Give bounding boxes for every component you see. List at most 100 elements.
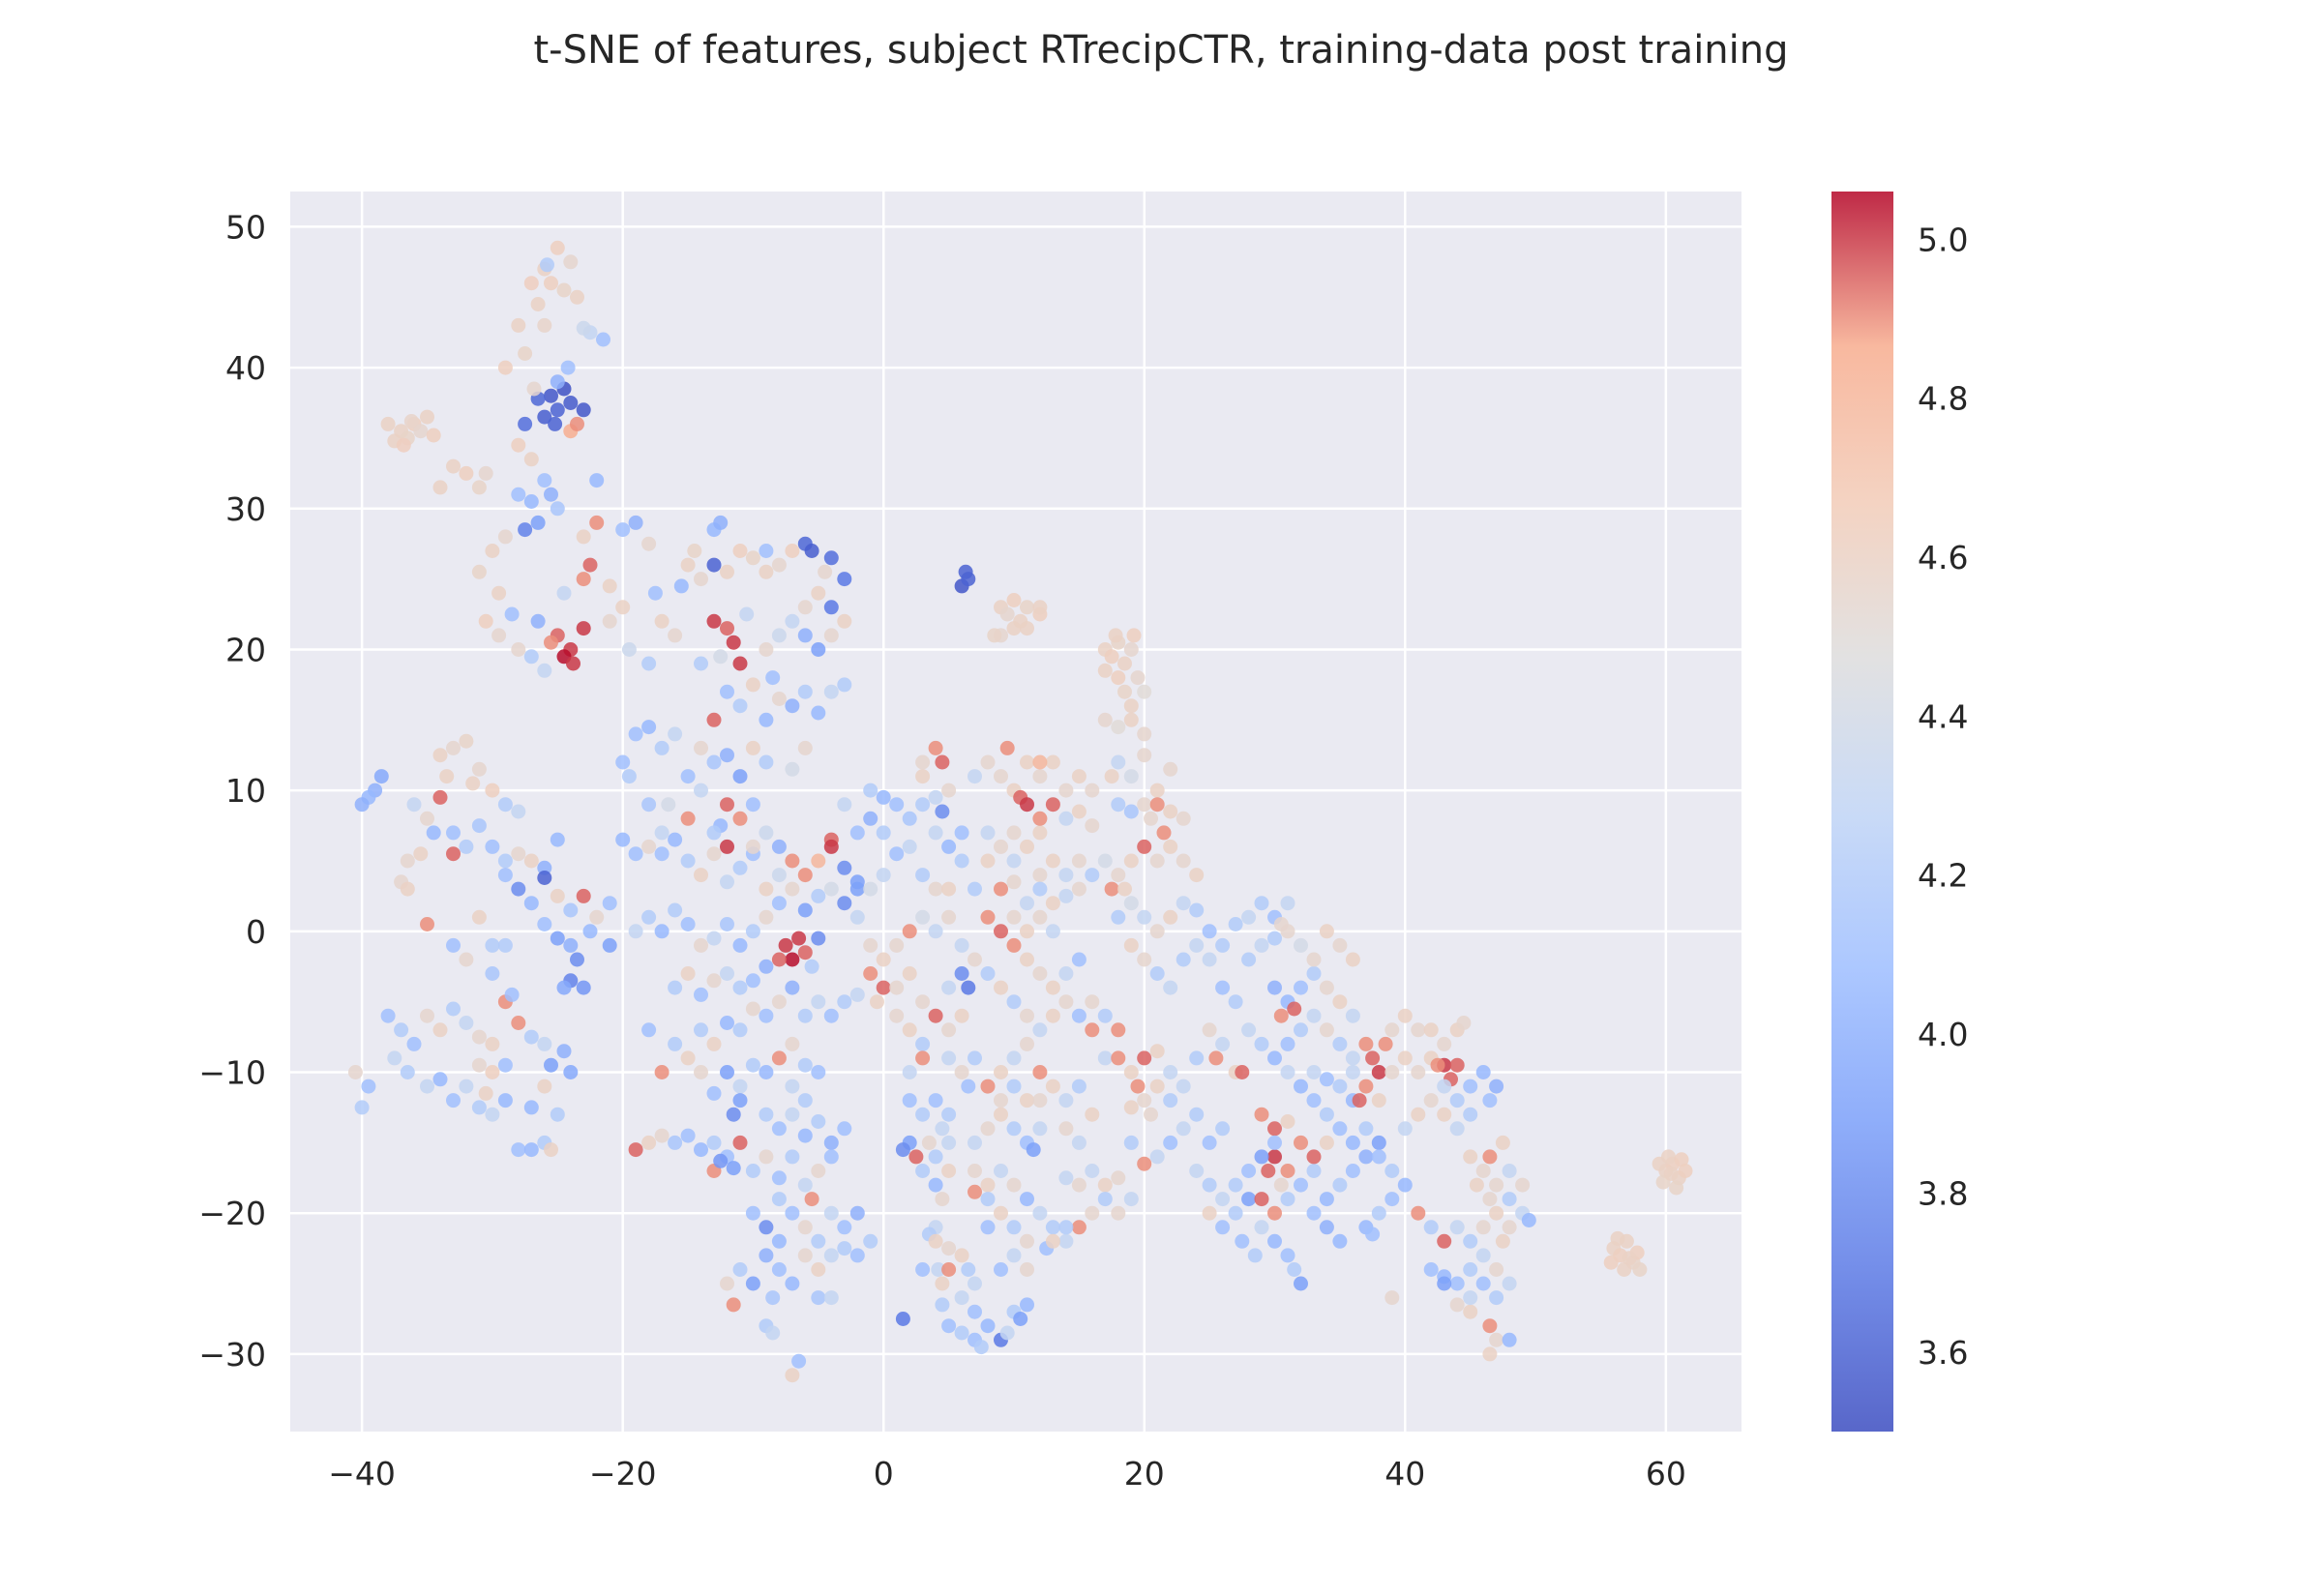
scatter-point <box>732 1022 748 1038</box>
scatter-point <box>837 994 852 1010</box>
scatter-point <box>1319 1135 1334 1150</box>
scatter-point <box>668 628 683 643</box>
scatter-point <box>511 487 526 502</box>
scatter-point <box>973 1340 989 1355</box>
scatter-point <box>485 966 500 981</box>
scatter-point <box>915 797 931 813</box>
scatter-point <box>1071 769 1087 784</box>
scatter-point <box>1397 1008 1413 1023</box>
scatter-point <box>941 1262 957 1277</box>
scatter-point <box>745 973 760 989</box>
scatter-point <box>544 635 558 650</box>
scatter-point <box>823 839 839 854</box>
scatter-point <box>694 1142 708 1158</box>
scatter-point <box>1254 1220 1269 1235</box>
scatter-point <box>771 692 787 706</box>
scatter-point <box>1163 839 1178 854</box>
scatter-point <box>1045 980 1060 995</box>
scatter-point <box>980 754 996 770</box>
scatter-point <box>1306 1008 1322 1023</box>
scatter-point <box>765 1325 781 1341</box>
scatter-point <box>732 656 748 671</box>
scatter-point <box>1137 1050 1152 1066</box>
scatter-point <box>511 846 526 862</box>
scatter-point <box>1280 1248 1295 1263</box>
scatter-point <box>694 987 708 1002</box>
scatter-point <box>765 670 781 686</box>
scatter-point <box>602 937 617 953</box>
scatter-point <box>446 1001 461 1017</box>
x-tick-label: 60 <box>1646 1455 1686 1493</box>
scatter-point <box>941 881 957 897</box>
scatter-point <box>1228 1205 1243 1221</box>
scatter-point <box>1189 902 1205 918</box>
scatter-point <box>1020 924 1034 939</box>
scatter-point <box>961 1079 976 1094</box>
scatter-point <box>954 1290 969 1306</box>
scatter-point <box>968 881 982 897</box>
scatter-point <box>1652 1156 1667 1171</box>
scatter-point <box>550 931 565 946</box>
scatter-point <box>765 1290 781 1306</box>
scatter-point <box>745 1001 760 1017</box>
scatter-point <box>621 642 637 657</box>
scatter-point <box>915 1036 931 1051</box>
scatter-point <box>726 1297 741 1313</box>
scatter-point <box>491 585 507 601</box>
scatter-point <box>1189 868 1205 883</box>
scatter-point <box>954 1065 969 1079</box>
scatter-point <box>1437 1233 1452 1249</box>
scatter-point <box>540 257 554 273</box>
scatter-point <box>1294 980 1308 995</box>
scatter-point <box>759 544 774 558</box>
scatter-point <box>1411 1022 1426 1038</box>
scatter-point <box>654 825 670 841</box>
scatter-point <box>471 909 487 925</box>
scatter-point <box>1241 1164 1257 1178</box>
scatter-point <box>785 613 800 629</box>
scatter-point <box>1345 952 1360 967</box>
scatter-point <box>759 1065 774 1079</box>
x-tick-label: −20 <box>589 1455 657 1493</box>
scatter-point <box>771 868 787 883</box>
scatter-point <box>1032 1065 1048 1079</box>
scatter-point <box>928 1233 943 1249</box>
y-tick-label: 50 <box>225 208 266 246</box>
scatter-point <box>968 1276 982 1291</box>
scatter-point <box>994 769 1008 784</box>
scatter-point <box>1020 1093 1034 1108</box>
scatter-point <box>1032 825 1048 841</box>
scatter-point <box>928 924 943 939</box>
scatter-point <box>994 881 1008 897</box>
scatter-point <box>432 480 448 495</box>
colorbar-tick-label: 4.0 <box>1918 1016 1968 1053</box>
scatter-point <box>1617 1262 1632 1277</box>
scatter-point <box>1280 1164 1295 1178</box>
scatter-point <box>1176 1121 1191 1137</box>
scatter-point <box>396 437 411 453</box>
scatter-point <box>928 825 943 841</box>
scatter-point <box>1111 1205 1126 1221</box>
scatter-point <box>745 1205 760 1221</box>
scatter-point <box>1097 1192 1113 1207</box>
scatter-point <box>771 628 787 643</box>
scatter-point <box>471 564 487 579</box>
scatter-point <box>497 360 513 375</box>
scatter-point <box>1058 811 1074 826</box>
scatter-point <box>876 789 891 805</box>
scatter-point <box>530 297 546 311</box>
scatter-point <box>968 1135 982 1150</box>
scatter-point <box>1502 1192 1517 1207</box>
scatter-point <box>1502 1332 1517 1347</box>
scatter-point <box>1463 1149 1478 1165</box>
scatter-point <box>1071 1177 1087 1193</box>
scatter-point <box>797 902 813 918</box>
scatter-point <box>1358 1121 1374 1137</box>
scatter-point <box>849 909 865 925</box>
scatter-point <box>523 1100 539 1115</box>
scatter-point <box>1319 1072 1334 1087</box>
scatter-point <box>902 1022 917 1038</box>
scatter-point <box>1345 1065 1360 1079</box>
scatter-point <box>1437 1079 1452 1094</box>
scatter-point <box>576 621 591 636</box>
